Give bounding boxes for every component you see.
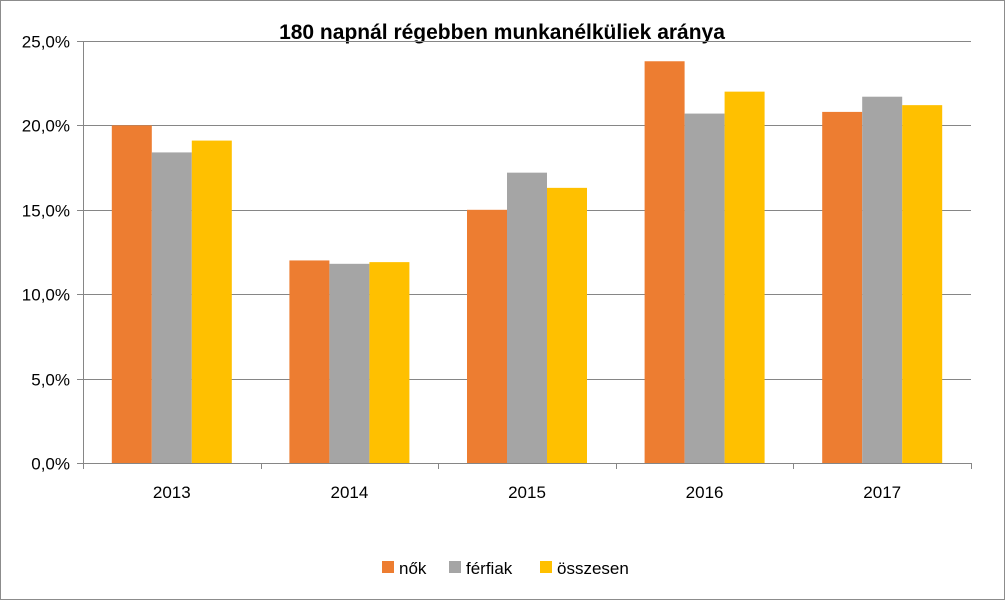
y-tick-label: 15,0%: [22, 202, 70, 221]
bar-összesen-2013: [191, 140, 232, 464]
bar-összesen-2017: [902, 105, 943, 464]
bar-nők-2017: [822, 111, 863, 463]
bar-nők-2016: [644, 61, 685, 463]
y-tick-label: 25,0%: [22, 33, 70, 52]
legend-label: összesen: [557, 559, 629, 578]
bar-összesen-2014: [369, 262, 410, 463]
x-axis: 2013 2014 2015 2016 2017: [83, 463, 972, 502]
y-tick-label: 0,0%: [31, 455, 70, 474]
bar-férfiak-2014: [329, 263, 370, 463]
legend-label: férfiak: [466, 559, 513, 578]
chart-title: 180 napnál régebben munkanélküliek arány…: [279, 21, 725, 44]
y-tick-label: 5,0%: [31, 371, 70, 390]
bar-férfiak-2013: [151, 152, 192, 463]
x-tick-label: 2017: [863, 483, 901, 502]
bars: [111, 61, 943, 464]
legend: nők férfiak összesen: [382, 559, 629, 578]
bar-összesen-2015: [547, 187, 587, 463]
y-tick-label: 10,0%: [22, 286, 70, 305]
x-tick-label: 2014: [330, 483, 368, 502]
x-tick-label: 2016: [686, 483, 724, 502]
y-tick-label: 20,0%: [22, 117, 70, 136]
legend-swatch: [540, 561, 552, 573]
legend-swatch: [382, 561, 394, 573]
bar-nők-2015: [467, 209, 507, 463]
bar-férfiak-2015: [507, 172, 547, 463]
bar-férfiak-2017: [862, 96, 903, 463]
legend-swatch: [449, 561, 461, 573]
y-axis: 0,0% 5,0% 10,0% 15,0% 20,0% 25,0%: [22, 33, 84, 474]
bar-nők-2014: [289, 260, 330, 463]
legend-label: nők: [399, 559, 427, 578]
x-tick-label: 2015: [508, 483, 546, 502]
bar-férfiak-2016: [684, 113, 725, 464]
bar-nők-2013: [111, 125, 152, 464]
bar-összesen-2016: [724, 91, 765, 463]
x-tick-label: 2013: [153, 483, 191, 502]
